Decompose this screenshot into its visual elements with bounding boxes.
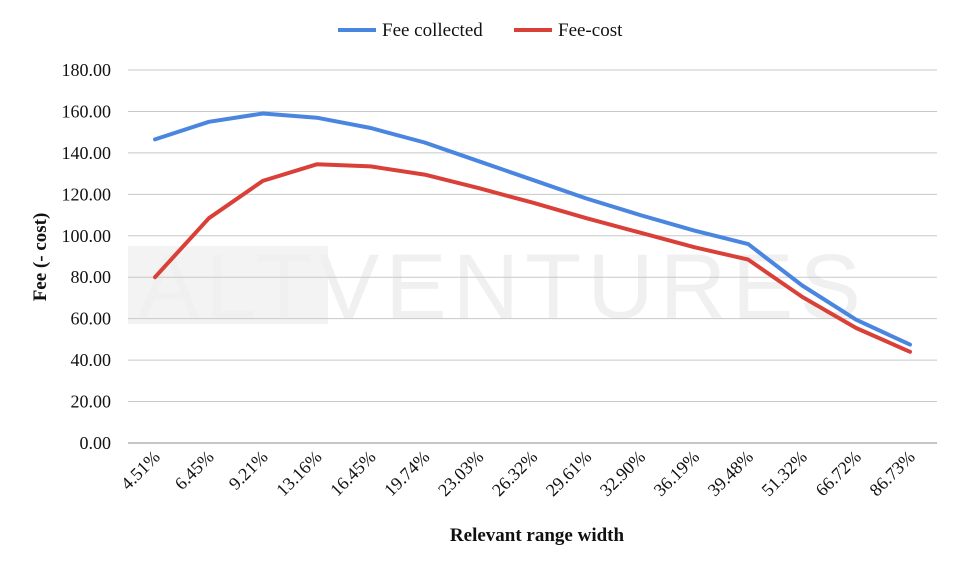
y-tick-label: 40.00 bbox=[71, 350, 112, 370]
x-axis-title: Relevant range width bbox=[450, 525, 625, 546]
x-tick-label: 66.72% bbox=[812, 447, 865, 500]
x-tick-label: 51.32% bbox=[758, 447, 811, 500]
series-line-fee-cost bbox=[153, 162, 912, 354]
legend: Fee collected Fee-cost bbox=[338, 20, 623, 41]
y-tick-label: 160.00 bbox=[62, 101, 112, 121]
y-tick-label: 100.00 bbox=[62, 226, 112, 246]
y-tick-label: 0.00 bbox=[80, 433, 112, 453]
y-tick-label: 80.00 bbox=[71, 267, 112, 287]
x-tick-label: 29.61% bbox=[542, 447, 595, 500]
x-tick-label: 86.73% bbox=[865, 447, 918, 500]
y-tick-label: 180.00 bbox=[62, 60, 112, 80]
x-tick-label: 32.90% bbox=[596, 447, 649, 500]
y-tick-label: 20.00 bbox=[71, 392, 112, 412]
x-tick-label: 39.48% bbox=[704, 447, 757, 500]
gridlines bbox=[128, 69, 937, 444]
x-tick-label: 6.45% bbox=[171, 447, 218, 494]
y-tick-label: 120.00 bbox=[62, 184, 112, 204]
x-tick-label: 36.19% bbox=[650, 447, 703, 500]
y-axis-title: Fee (- cost) bbox=[30, 213, 51, 302]
y-tick-labels: 0.00 20.00 40.00 60.00 80.00 100.00 120.00 140.… bbox=[62, 60, 112, 453]
x-tick-label: 19.74% bbox=[380, 447, 433, 500]
series-line-fee-collected bbox=[153, 111, 912, 347]
legend-label-fee-collected: Fee collected bbox=[382, 20, 483, 41]
x-tick-label: 13.16% bbox=[272, 447, 325, 500]
x-tick-label: 4.51% bbox=[117, 447, 164, 494]
x-tick-label: 26.32% bbox=[488, 447, 541, 500]
watermark-logo: ALTVENTURES bbox=[128, 236, 867, 338]
x-tick-label: 23.03% bbox=[434, 447, 487, 500]
x-tick-label: 16.45% bbox=[326, 447, 379, 500]
y-tick-label: 60.00 bbox=[71, 309, 112, 329]
y-tick-label: 140.00 bbox=[62, 143, 112, 163]
watermark-text: ALTVENTURES bbox=[138, 236, 867, 338]
x-tick-labels: 4.51% 6.45% 9.21% 13.16% 16.45% 19.74% 23.03% 2… bbox=[117, 447, 919, 500]
series-lines bbox=[153, 111, 912, 354]
legend-label-fee-cost: Fee-cost bbox=[558, 20, 623, 41]
x-tick-label: 9.21% bbox=[225, 447, 272, 494]
